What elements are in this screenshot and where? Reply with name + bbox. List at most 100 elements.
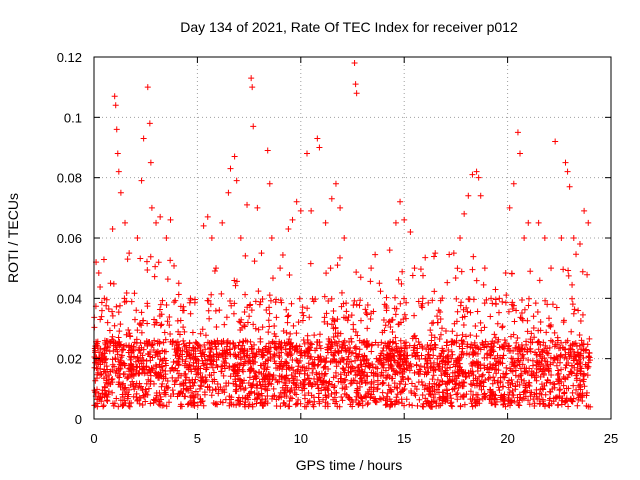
data-point [525,397,532,404]
data-point [491,391,498,398]
data-point [232,381,239,388]
data-point [467,388,474,395]
data-point [337,330,344,337]
data-point [103,373,110,380]
data-point [474,361,481,368]
data-point [439,364,446,371]
data-point [97,283,104,290]
data-point [273,396,280,403]
data-point [492,401,499,408]
data-point [394,391,401,398]
data-point [542,297,549,304]
data-point [464,343,471,350]
data-point [174,358,181,365]
data-point [286,389,293,396]
data-point [232,373,239,380]
data-point [326,378,333,385]
data-point [577,350,584,357]
data-point [454,363,461,370]
data-point [402,357,409,364]
y-axis-label: ROTI / TECUs [5,193,21,283]
data-point [227,346,234,353]
data-point [470,348,477,355]
data-point [186,352,193,359]
data-point [219,219,226,226]
data-point [338,303,345,310]
data-point [380,364,387,371]
data-point [368,384,375,391]
data-point [111,322,118,329]
data-point [140,346,147,353]
data-point [402,315,409,322]
data-point [341,369,348,376]
data-point [187,310,194,317]
data-point [299,309,306,316]
data-point [437,315,444,322]
data-point [101,366,108,373]
data-point [402,339,409,346]
data-point [282,387,289,394]
data-point [96,349,103,356]
data-point [123,290,130,297]
data-point [313,371,320,378]
data-point [380,372,387,379]
data-point [169,338,176,345]
data-point [495,309,502,316]
data-point [256,348,263,355]
data-point [363,309,370,316]
data-point [237,235,244,241]
data-point [265,329,272,336]
data-point [205,297,212,304]
data-point [281,374,288,381]
data-point [470,372,477,379]
data-point [270,372,277,379]
data-point [208,361,215,368]
data-point [167,216,174,223]
data-point [206,340,213,347]
data-point [271,352,278,359]
data-point [449,403,456,410]
data-point [222,396,229,403]
data-point [374,377,381,384]
data-point [286,345,293,352]
data-point [584,271,591,278]
data-point [515,343,522,350]
data-point [139,402,146,409]
data-point [570,382,577,389]
data-point [316,144,323,151]
data-point [385,382,392,389]
data-point [384,352,391,359]
data-point [140,135,147,142]
data-point [533,351,540,358]
data-point [374,365,381,372]
data-point [522,384,529,391]
data-point [266,323,273,330]
data-point [132,358,139,365]
data-point [350,302,357,309]
data-point [354,332,361,339]
data-point [295,396,302,403]
data-point [368,391,375,398]
data-point [341,235,348,241]
data-point [267,354,274,361]
data-point [124,395,131,402]
data-point [306,398,313,405]
data-point [171,262,178,269]
data-point [241,309,248,316]
data-point [453,295,460,302]
data-point [391,305,398,312]
data-point [122,219,129,226]
data-point [93,359,100,366]
data-point [520,389,527,396]
data-point [151,397,158,404]
data-point [426,402,433,409]
data-point [256,301,263,308]
data-point [481,362,488,369]
data-point [92,347,99,354]
data-point [117,341,124,348]
data-point [544,361,551,368]
data-point [546,397,553,404]
data-point [427,342,434,349]
data-point [528,330,535,337]
data-point [138,177,145,184]
